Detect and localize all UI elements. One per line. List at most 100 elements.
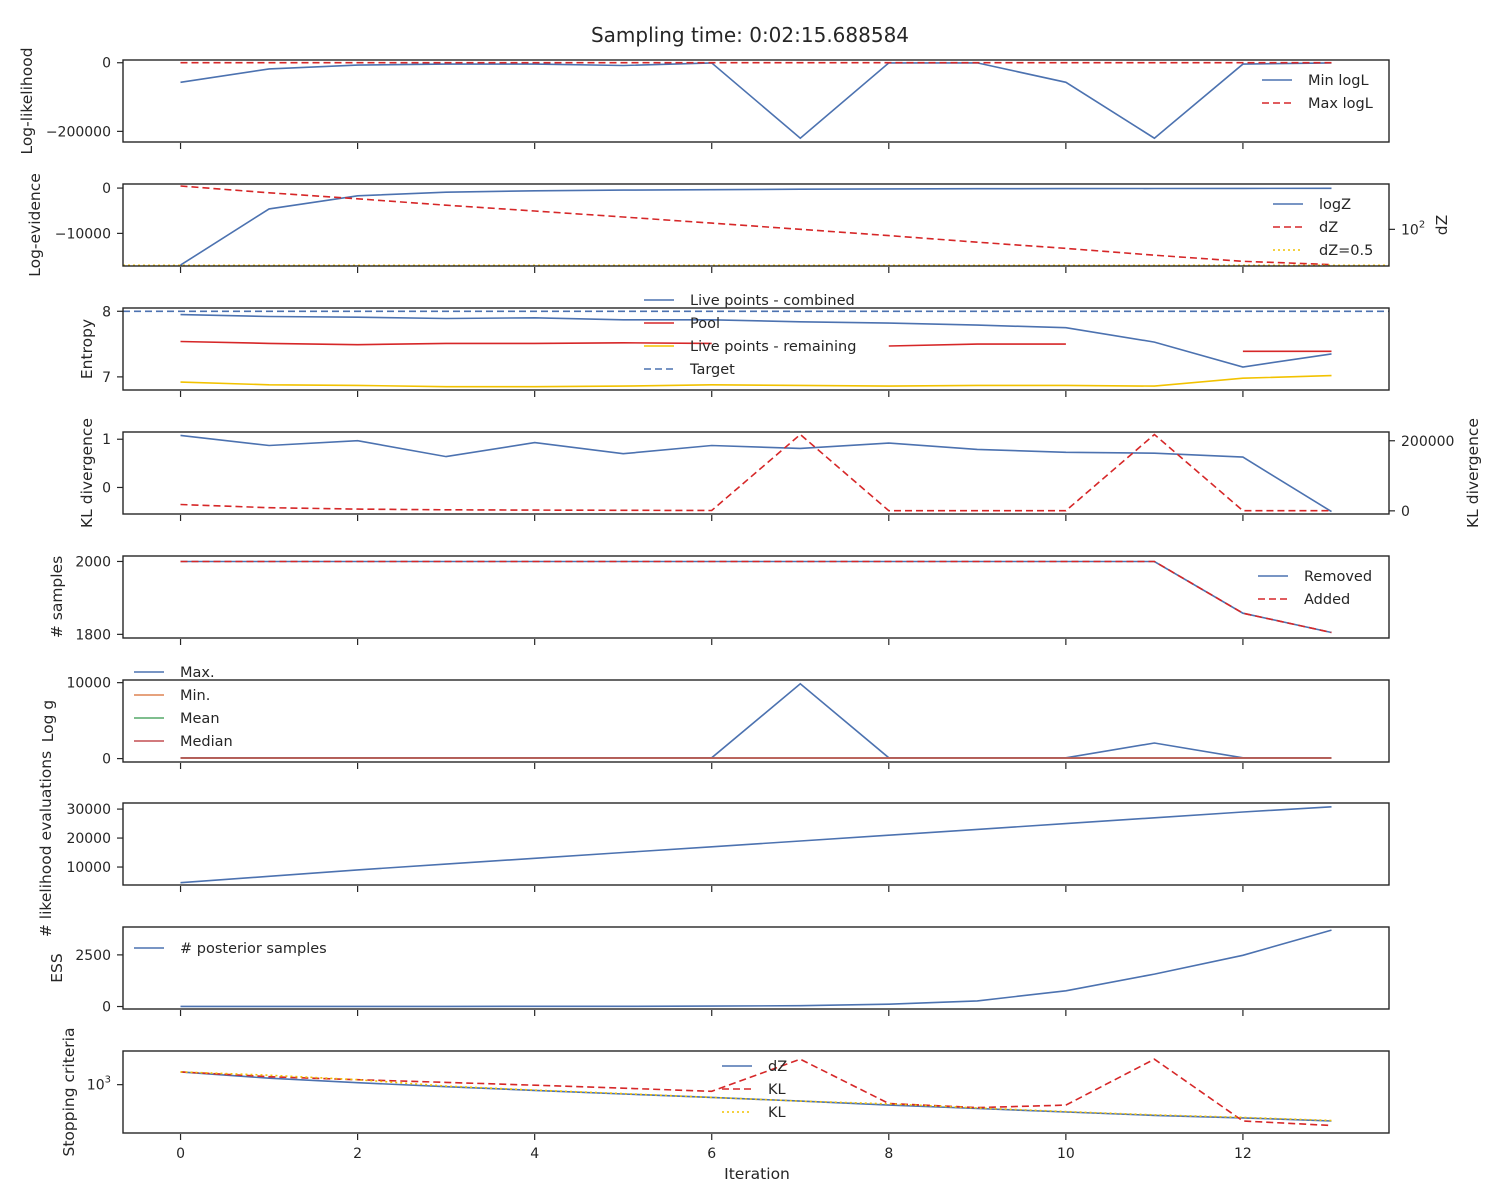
y-axis-label: # samples xyxy=(48,556,66,638)
series-3-line xyxy=(180,374,1332,388)
y-tick-label: 0 xyxy=(102,752,111,768)
y-axis-label: Log-evidence xyxy=(26,173,44,277)
plot-frame xyxy=(122,679,1390,763)
panel-8: 2500 0 ESS # posterior samples xyxy=(48,926,1390,1016)
y-axis-label: Log-likelihood xyxy=(18,47,36,154)
plot-area xyxy=(180,560,1332,634)
y-tick-label: −10000 xyxy=(55,226,111,242)
y-tick-label: 10000 xyxy=(66,860,111,876)
y-tick-label: 0 xyxy=(102,1000,111,1016)
plot-area xyxy=(180,929,1332,1008)
series-2-line xyxy=(180,340,1332,353)
y2-tick-label: 0 xyxy=(1401,504,1410,520)
y-tick-exponent: 3 xyxy=(105,1075,111,1086)
legend-label: KL xyxy=(768,1105,786,1121)
y-tick-label: 0 xyxy=(102,56,111,72)
plot-frame xyxy=(122,926,1390,1010)
y-tick-label: 0 xyxy=(102,181,111,197)
plot-frame xyxy=(122,431,1390,515)
series-1-line xyxy=(180,62,1332,140)
legend-label: Mean xyxy=(180,711,220,727)
plot-frame xyxy=(122,307,1390,391)
legend: Min logL Max logL xyxy=(1262,73,1373,112)
y-axis-label: KL divergence xyxy=(78,418,96,528)
legend-label: Min logL xyxy=(1308,73,1369,89)
legend-label: Added xyxy=(1304,592,1350,608)
series-1-line xyxy=(180,682,1332,759)
legend-label: Max. xyxy=(180,665,215,681)
legend-label: Median xyxy=(180,734,233,750)
y-tick-label: 7 xyxy=(102,370,111,386)
legend: Live points - combined Pool Live points - … xyxy=(644,293,856,378)
x-tick-label: 0 xyxy=(176,1146,185,1162)
panel-7: 30000 20000 10000 # likelihood evaluations xyxy=(37,751,1390,937)
legend-label: # posterior samples xyxy=(180,941,327,957)
y-tick-label: 1800 xyxy=(75,627,111,643)
series-1-line xyxy=(180,434,1332,513)
y-axis-label: # likelihood evaluations xyxy=(37,751,55,937)
series-1-line xyxy=(180,187,1332,266)
y-tick-label: 30000 xyxy=(66,802,111,818)
y-axis-label: Stopping criteria xyxy=(60,1028,78,1157)
legend-label: Removed xyxy=(1304,569,1372,585)
x-tick-label: 12 xyxy=(1234,1146,1252,1162)
plot-area xyxy=(180,433,1332,513)
y-tick-label: 10000 xyxy=(66,676,111,692)
plot-area xyxy=(180,806,1332,884)
plot-area xyxy=(123,185,1389,266)
legend-label: Pool xyxy=(690,316,720,332)
y-axis-label: Entropy xyxy=(78,319,96,379)
plot-area xyxy=(180,1058,1332,1127)
series-2-line xyxy=(180,560,1332,634)
series-2-line xyxy=(180,1058,1332,1127)
legend-label: dZ=0.5 xyxy=(1319,243,1373,259)
y-axis-label: Log g xyxy=(39,700,57,742)
plot-frame xyxy=(122,802,1390,886)
legend: Removed Added xyxy=(1258,569,1372,608)
y-tick-label: 8 xyxy=(102,304,111,320)
y-tick-label: 1 xyxy=(102,432,111,448)
legend-label: logZ xyxy=(1319,197,1351,213)
series-1-line xyxy=(180,806,1332,884)
x-tick-label: 8 xyxy=(884,1146,893,1162)
y-tick-label: 2500 xyxy=(75,948,111,964)
y2-axis-label: KL divergence xyxy=(1464,418,1482,528)
x-tick-label: 10 xyxy=(1057,1146,1075,1162)
panel-1: 0 −200000 Log-likelihood Min logL Max logL xyxy=(18,47,1390,155)
x-tick-label: 4 xyxy=(530,1146,539,1162)
series-1-line xyxy=(180,1071,1332,1122)
y-tick-label: 103 xyxy=(87,1075,111,1094)
plot-area xyxy=(180,682,1332,759)
legend-label: dZ xyxy=(768,1059,787,1075)
legend-label: KL xyxy=(768,1082,786,1098)
legend-label: Min. xyxy=(180,688,210,704)
y2-tick-label: 102 xyxy=(1401,219,1425,238)
x-axis-label: Iteration xyxy=(724,1165,790,1183)
legend-label: Target xyxy=(689,362,735,378)
legend-label: Live points - remaining xyxy=(690,339,856,355)
x-tick-label: 6 xyxy=(707,1146,716,1162)
plot-frame xyxy=(122,1050,1390,1134)
series-2-line xyxy=(180,433,1332,512)
panel-4: 1 0 200000 0 KL divergence KL divergence xyxy=(78,418,1482,528)
legend-label: Live points - combined xyxy=(690,293,855,309)
series-1-line xyxy=(180,560,1332,634)
legend: dZ KL KL xyxy=(722,1059,787,1121)
series-1-line xyxy=(180,313,1332,368)
legend: logZ dZ dZ=0.5 xyxy=(1273,197,1373,259)
panel-5: 2000 1800 # samples Removed Added xyxy=(48,554,1390,645)
panel-9: 103 Stopping criteria dZ KL KL xyxy=(60,1028,1390,1157)
y2-tick-exponent: 2 xyxy=(1419,219,1425,230)
y2-tick-label: 200000 xyxy=(1401,434,1454,450)
y-tick-label: 2000 xyxy=(75,554,111,570)
y-tick-label: −200000 xyxy=(46,124,111,140)
x-tick-label: 2 xyxy=(353,1146,362,1162)
plot-frame xyxy=(122,59,1390,143)
panel-2: 0 −10000 102 Log-evidence dZ logZ dZ dZ=0.5 xyxy=(26,173,1451,277)
legend-label: Max logL xyxy=(1308,96,1373,112)
legend: Max. Min. Mean Median xyxy=(134,665,233,750)
y-tick-label: 20000 xyxy=(66,831,111,847)
plot-frame xyxy=(122,183,1390,267)
